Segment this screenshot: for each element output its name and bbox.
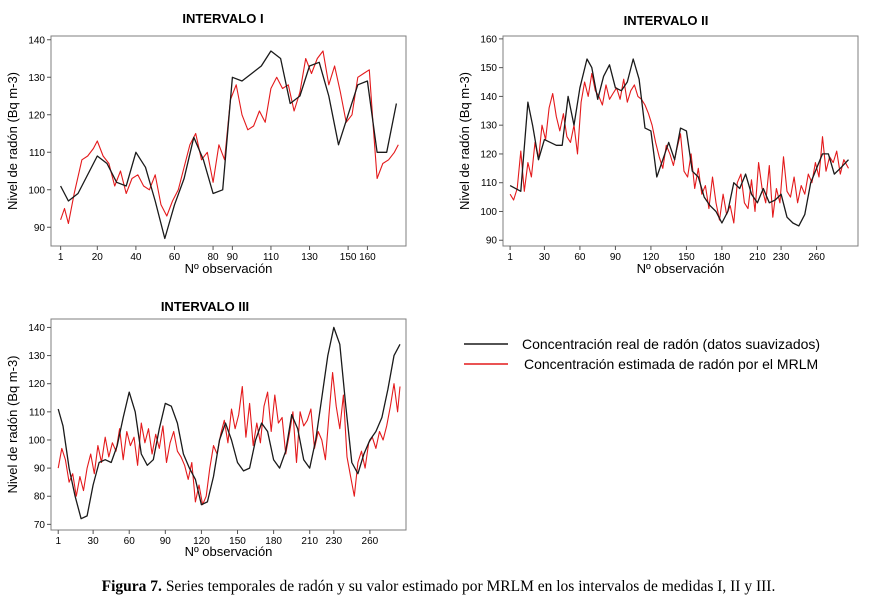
y-tick-label: 110 (481, 178, 497, 189)
x-tick-label: 160 (359, 252, 376, 263)
y-tick-label: 130 (28, 73, 45, 84)
plot-area (50, 35, 407, 247)
x-tick-label: 230 (773, 252, 790, 263)
x-tick-label: 90 (227, 252, 239, 263)
x-tick-label: 1 (55, 536, 61, 547)
y-tick-label: 120 (480, 149, 497, 160)
y-tick-label: 100 (480, 207, 497, 218)
chart-title: INTERVALO III (161, 299, 249, 314)
caption-label: Figura 7. (101, 578, 162, 595)
x-tick-label: 260 (808, 252, 825, 263)
legend-label-estimated: Concentración estimada de radón por el M… (524, 356, 818, 372)
x-tick-label: 1 (507, 252, 513, 263)
x-tick-label: 90 (160, 536, 172, 547)
y-tick-label: 140 (480, 92, 497, 103)
x-axis-label: Nº observación (637, 261, 725, 276)
x-axis-label: Nº observación (185, 544, 273, 559)
x-tick-label: 90 (610, 252, 622, 263)
y-tick-label: 130 (28, 351, 45, 362)
y-tick-label: 80 (34, 492, 46, 503)
x-tick-label: 150 (340, 252, 357, 263)
x-tick-label: 60 (169, 252, 181, 263)
x-axis-label: Nº observación (185, 261, 273, 276)
y-tick-label: 140 (28, 35, 45, 46)
x-tick-label: 210 (749, 252, 766, 263)
x-tick-label: 60 (124, 536, 136, 547)
legend: Concentración real de radón (datos suavi… (464, 336, 820, 372)
chart-title: INTERVALO II (624, 13, 709, 28)
y-tick-label: 140 (28, 323, 45, 334)
x-tick-label: 30 (88, 536, 100, 547)
y-tick-label: 100 (28, 435, 45, 446)
y-tick-label: 130 (480, 121, 497, 132)
y-tick-label: 120 (28, 379, 45, 390)
x-tick-label: 20 (92, 252, 104, 263)
x-tick-label: 230 (325, 536, 342, 547)
y-tick-label: 90 (486, 236, 498, 247)
y-axis-label: Nivel de radón (Bq m-3) (457, 72, 472, 210)
series-line-real (60, 50, 398, 240)
x-tick-label: 150 (678, 252, 695, 263)
series-line-real (57, 326, 401, 520)
figure-caption: Figura 7. Series temporales de radón y s… (0, 578, 877, 596)
x-tick-label: 180 (714, 252, 731, 263)
caption-text: Series temporales de radón y su valor es… (161, 578, 776, 595)
x-tick-label: 1 (58, 252, 64, 263)
y-axis-label: Nivel de radón (Bq m-3) (5, 72, 20, 210)
x-tick-label: 260 (362, 536, 379, 547)
y-tick-label: 160 (480, 34, 497, 45)
y-axis-label: Nivel de radón (Bq m-3) (5, 356, 20, 494)
x-tick-label: 120 (193, 536, 210, 547)
series-line-real (509, 58, 849, 227)
y-tick-label: 70 (34, 520, 46, 531)
x-tick-label: 30 (539, 252, 551, 263)
y-tick-label: 110 (29, 407, 45, 418)
y-tick-label: 90 (34, 464, 46, 475)
y-tick-label: 150 (480, 63, 497, 74)
plot-area (50, 318, 407, 531)
chart-title: INTERVALO I (182, 11, 263, 26)
x-tick-label: 150 (229, 536, 246, 547)
x-tick-label: 210 (301, 536, 318, 547)
y-tick-label: 120 (28, 110, 45, 121)
x-tick-label: 40 (130, 252, 142, 263)
x-tick-label: 120 (643, 252, 660, 263)
x-tick-label: 80 (208, 252, 220, 263)
y-tick-label: 110 (29, 148, 45, 159)
y-tick-label: 100 (28, 185, 45, 196)
x-tick-label: 180 (265, 536, 282, 547)
x-tick-label: 110 (263, 252, 279, 263)
y-tick-label: 90 (34, 223, 46, 234)
x-tick-label: 60 (574, 252, 586, 263)
x-tick-label: 130 (301, 252, 318, 263)
legend-label-real: Concentración real de radón (datos suavi… (522, 336, 820, 352)
